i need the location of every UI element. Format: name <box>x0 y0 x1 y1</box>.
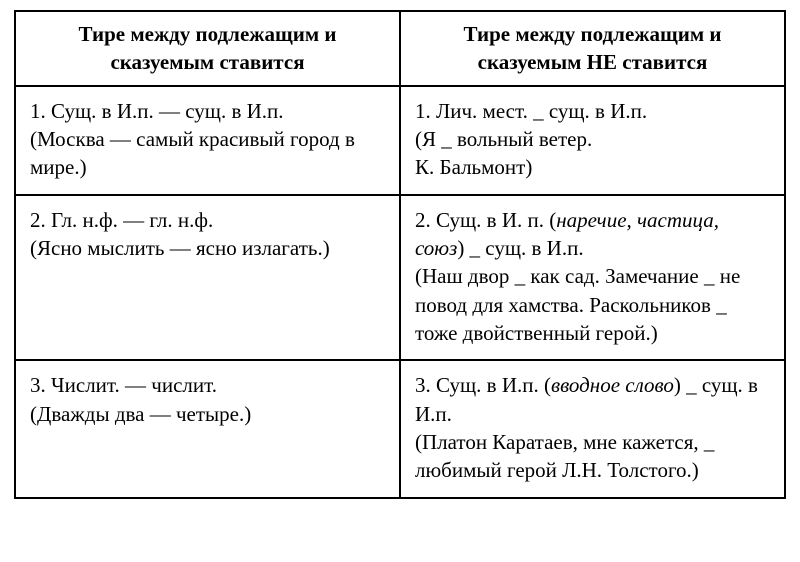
header-left: Тире между подлежащим и сказуемым ставит… <box>15 11 400 86</box>
rule-text-italic: вводное сло­во <box>551 373 674 397</box>
cell-2-right: 2. Сущ. в И. п. (наречие, час­тица, союз… <box>400 195 785 361</box>
header-right: Тире между подлежащим и сказуемым НЕ ста… <box>400 11 785 86</box>
example-text: (Наш двор _ как сад. Заме­чание _ не пов… <box>415 262 770 347</box>
rule-text: 1. Лич. мест. _ сущ. в И.п. <box>415 97 770 125</box>
rule-text: 2. Сущ. в И. п. (наречие, час­тица, союз… <box>415 206 770 263</box>
rule-text-post: ) _ сущ. в И.п. <box>457 236 583 260</box>
example-text: (Дважды два — четыре.) <box>30 400 385 428</box>
rule-text: 1. Сущ. в И.п. — сущ. в И.п. <box>30 97 385 125</box>
rule-text-pre: 3. Сущ. в И.п. ( <box>415 373 551 397</box>
rule-text-pre: 2. Сущ. в И. п. ( <box>415 208 556 232</box>
page: Тире между подлежащим и сказуемым ставит… <box>0 0 800 509</box>
cell-3-left: 3. Числит. — числит. (Дважды два — четыр… <box>15 360 400 497</box>
example-text: (Я _ вольный ветер. <box>415 125 770 153</box>
table-row: 3. Числит. — числит. (Дважды два — четыр… <box>15 360 785 497</box>
table-row: 1. Сущ. в И.п. — сущ. в И.п. (Москва — с… <box>15 86 785 195</box>
cell-3-right: 3. Сущ. в И.п. (вводное сло­во) _ сущ. в… <box>400 360 785 497</box>
cell-1-left: 1. Сущ. в И.п. — сущ. в И.п. (Москва — с… <box>15 86 400 195</box>
grammar-table: Тире между подлежащим и сказуемым ставит… <box>14 10 786 499</box>
cell-1-right: 1. Лич. мест. _ сущ. в И.п. (Я _ вольный… <box>400 86 785 195</box>
example-text: (Платон Каратаев, мне ка­жется, _ любимы… <box>415 428 770 485</box>
rule-text: 3. Сущ. в И.п. (вводное сло­во) _ сущ. в… <box>415 371 770 428</box>
table-row: 2. Гл. н.ф. — гл. н.ф. (Ясно мыслить — я… <box>15 195 785 361</box>
example-text: (Москва — самый красивый город в мире.) <box>30 125 385 182</box>
cell-2-left: 2. Гл. н.ф. — гл. н.ф. (Ясно мыслить — я… <box>15 195 400 361</box>
example-text: К. Бальмонт) <box>415 153 770 181</box>
example-text: (Ясно мыслить — ясно из­лагать.) <box>30 234 385 262</box>
rule-text: 2. Гл. н.ф. — гл. н.ф. <box>30 206 385 234</box>
table-header-row: Тире между подлежащим и сказуемым ставит… <box>15 11 785 86</box>
rule-text: 3. Числит. — числит. <box>30 371 385 399</box>
